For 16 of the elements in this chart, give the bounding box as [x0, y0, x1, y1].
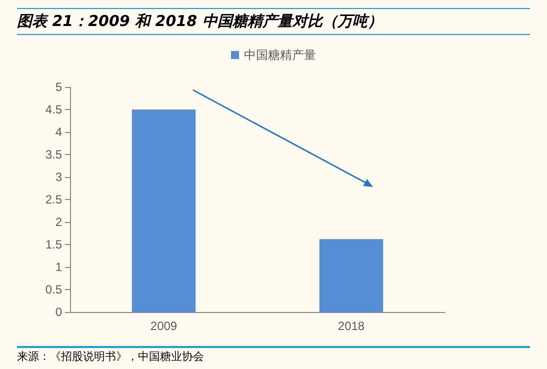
y-tick-label: 1 [55, 260, 62, 274]
y-tick-label: 3.5 [45, 148, 62, 162]
x-tick-label: 2018 [338, 319, 365, 333]
y-tick-label: 3 [55, 170, 62, 184]
source-note: 来源：《招股说明书》，中国糖业协会 [17, 346, 530, 366]
legend-label: 中国糖精产量 [244, 48, 316, 62]
y-tick-label: 2.5 [45, 192, 62, 206]
chart-title: 图表 21：2009 和 2018 中国糖精产量对比（万吨） [17, 8, 530, 35]
y-tick-label: 1.5 [45, 238, 62, 252]
y-tick-label: 2 [55, 215, 62, 229]
y-tick-label: 4 [55, 125, 62, 139]
x-tick-label: 2009 [150, 319, 178, 333]
y-tick-label: 4.5 [45, 102, 62, 116]
y-tick-label: 0.5 [45, 282, 62, 296]
y-tick-label: 0 [55, 305, 62, 319]
y-tick-label: 5 [55, 80, 62, 94]
